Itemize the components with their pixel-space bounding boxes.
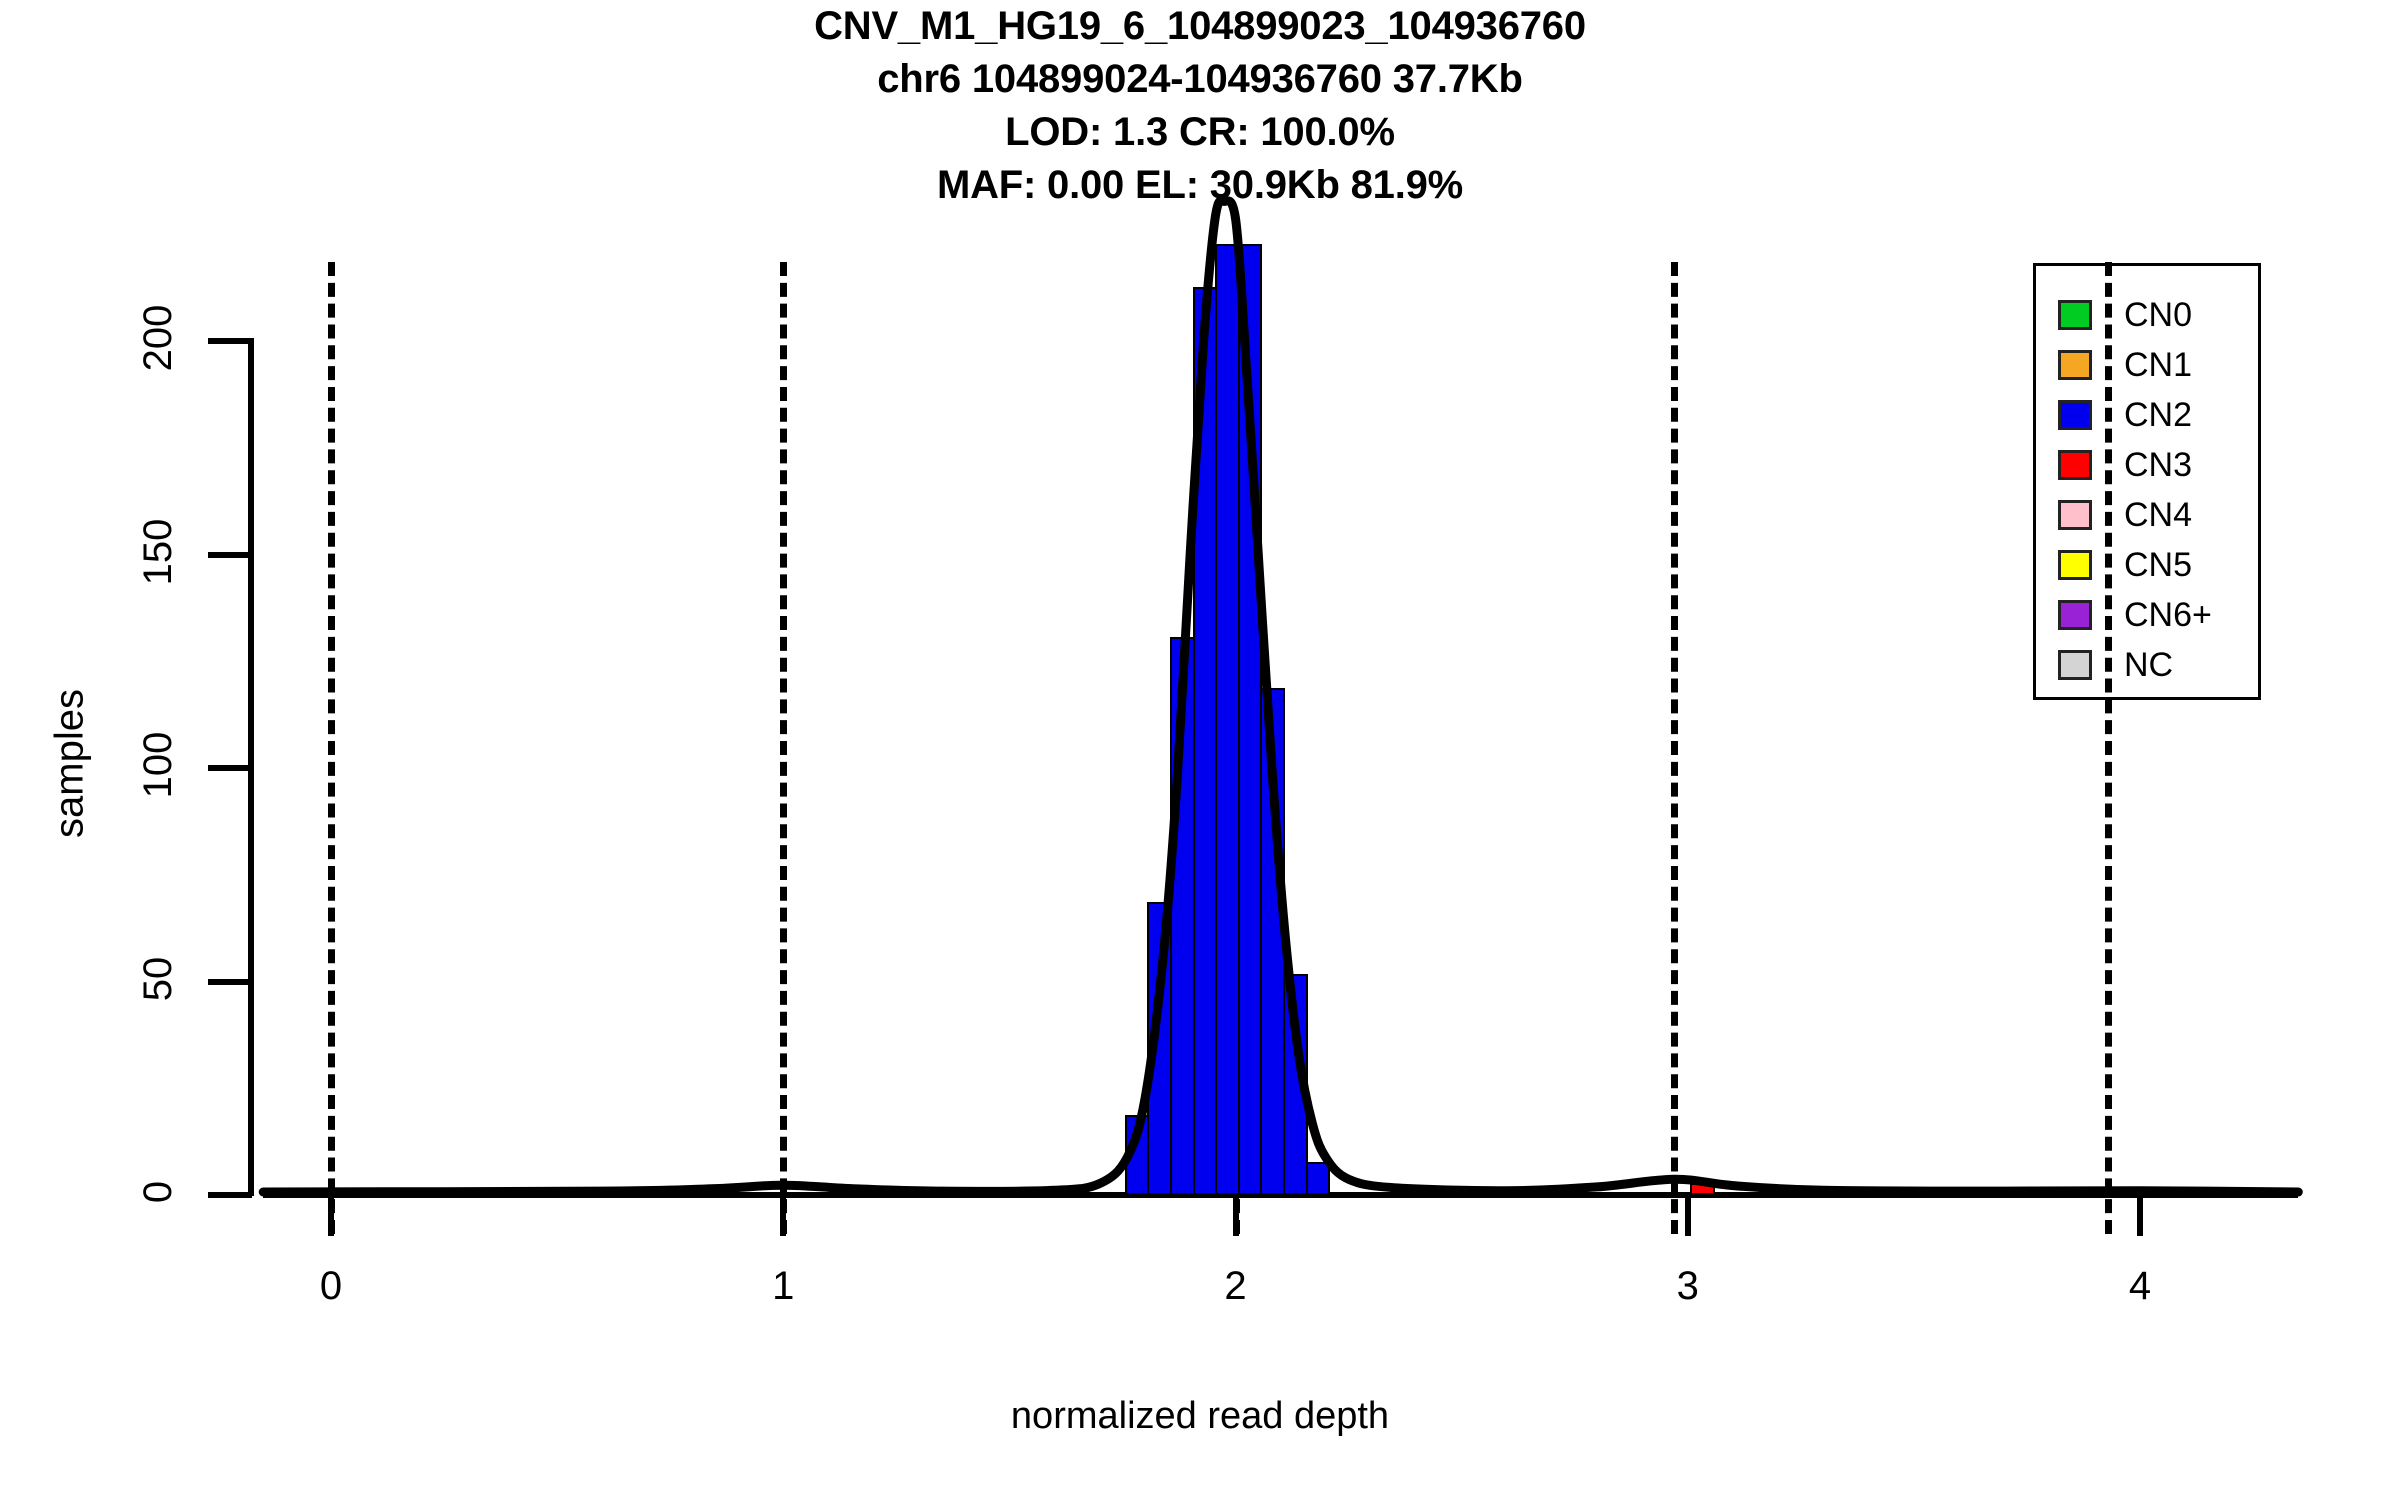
legend-item-cn6plus[interactable]: CN6+ <box>2058 597 2212 633</box>
x-axis-tick-label: 2 <box>1224 1264 1247 1308</box>
legend-item-label: CN0 <box>2124 296 2193 334</box>
legend-swatch-icon <box>2058 450 2092 480</box>
y-axis-tick <box>208 551 252 558</box>
y-axis-title: samples <box>47 689 92 838</box>
legend-swatch-icon <box>2058 650 2092 680</box>
y-axis-tick <box>208 1192 252 1198</box>
x-axis-line <box>263 1192 2299 1198</box>
legend-item-label: CN3 <box>2124 446 2193 484</box>
legend-item-cn1[interactable]: CN1 <box>2058 347 2192 383</box>
legend-item-nc[interactable]: NC <box>2058 647 2173 683</box>
legend-swatch-icon <box>2058 500 2092 530</box>
x-axis-tick-label: 0 <box>319 1264 343 1308</box>
legend-item-label: CN5 <box>2124 546 2193 584</box>
legend-item-cn2[interactable]: CN2 <box>2058 397 2192 433</box>
chart-title-block: CNV_M1_HG19_6_104899023_104936760 chr6 1… <box>0 0 2400 212</box>
legend-swatch-icon <box>2058 550 2092 580</box>
density-curve-path <box>258 196 2303 1197</box>
legend-swatch-icon <box>2058 400 2092 430</box>
title-line-4: MAF: 0.00 EL: 30.9Kb 81.9% <box>936 163 1464 207</box>
x-axis-tick-label: 3 <box>1676 1264 1699 1308</box>
histogram-bar <box>1305 1162 1331 1195</box>
y-axis-tick <box>208 338 252 344</box>
legend-item-cn4[interactable]: CN4 <box>2058 497 2192 533</box>
x-axis-tick-label: 4 <box>2128 1264 2152 1308</box>
title-line-1: CNV_M1_HG19_6_104899023_104936760 <box>814 4 1586 48</box>
threshold-line <box>780 262 788 1234</box>
legend-swatch-icon <box>2058 600 2092 630</box>
y-axis-tick <box>208 765 252 771</box>
legend-item-cn3[interactable]: CN3 <box>2058 447 2192 483</box>
legend-item-label: CN2 <box>2124 396 2193 434</box>
legend-item-cn0[interactable]: CN0 <box>2058 297 2192 333</box>
threshold-line <box>1671 262 1679 1234</box>
legend-item-label: CN6+ <box>2124 596 2212 634</box>
x-axis-tick <box>2137 1192 2143 1236</box>
x-axis-tick <box>1684 1192 1691 1236</box>
legend <box>2033 263 2261 700</box>
y-axis-tick <box>208 978 252 985</box>
legend-item-label: NC <box>2124 646 2174 684</box>
title-line-3: LOD: 1.3 CR: 100.0% <box>1005 110 1395 154</box>
legend-swatch-icon <box>2058 300 2092 330</box>
threshold-line <box>328 262 335 1234</box>
legend-item-label: CN1 <box>2124 346 2193 384</box>
legend-item-cn5[interactable]: CN5 <box>2058 547 2192 583</box>
x-axis-title: normalized read depth <box>1010 1395 1390 1437</box>
legend-item-label: CN4 <box>2124 496 2193 534</box>
title-line-2: chr6 104899024-104936760 37.7Kb <box>877 57 1523 101</box>
threshold-line <box>2105 262 2113 1234</box>
legend-swatch-icon <box>2058 350 2092 380</box>
x-axis-tick-label: 1 <box>772 1264 795 1308</box>
